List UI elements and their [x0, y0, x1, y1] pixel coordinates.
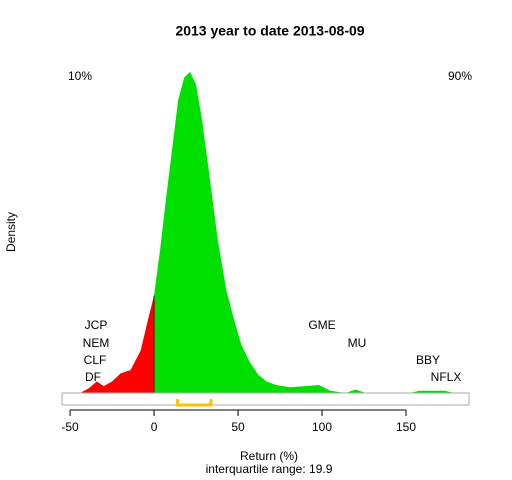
- x-tick-label: -50: [61, 420, 79, 434]
- left-label: 10%: [68, 69, 92, 83]
- chart-title: 2013 year to date 2013-08-09: [175, 23, 364, 39]
- subtitle: interquartile range: 19.9: [206, 462, 333, 476]
- right-label: 90%: [448, 69, 472, 83]
- x-tick-label: 100: [312, 420, 332, 434]
- annotation: MU: [348, 336, 367, 350]
- annotation: JCP: [85, 318, 108, 332]
- annotation: BBY: [416, 353, 440, 367]
- x-tick-label: 50: [231, 420, 245, 434]
- annotation: NEM: [83, 336, 110, 350]
- annotation: CLF: [84, 353, 107, 367]
- density-area-low: [80, 295, 155, 393]
- x-tick-label: 150: [396, 420, 416, 434]
- iqr-bracket: [176, 399, 213, 407]
- annotation: GME: [308, 318, 335, 332]
- density-area-high: [154, 71, 455, 393]
- annotation: NFLX: [431, 370, 462, 384]
- x-tick-label: 0: [151, 420, 158, 434]
- annotation: DF: [85, 370, 101, 384]
- y-axis-label: Density: [4, 212, 18, 252]
- x-axis-label: Return (%): [240, 449, 298, 463]
